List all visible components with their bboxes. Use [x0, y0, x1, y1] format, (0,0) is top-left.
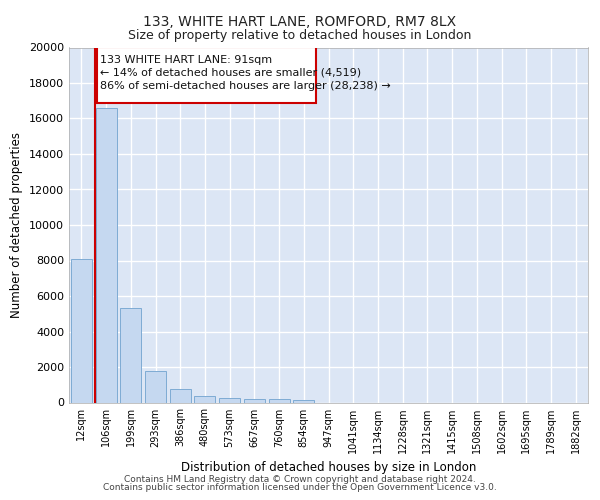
Bar: [170, 389, 191, 402]
Bar: [244, 399, 265, 402]
Bar: [269, 400, 290, 402]
Bar: [145, 370, 166, 402]
X-axis label: Distribution of detached houses by size in London: Distribution of detached houses by size …: [181, 461, 476, 474]
Text: Size of property relative to detached houses in London: Size of property relative to detached ho…: [128, 29, 472, 42]
Bar: [71, 258, 92, 402]
Bar: [219, 398, 240, 402]
Bar: [120, 308, 141, 402]
Text: 86% of semi-detached houses are larger (28,238) →: 86% of semi-detached houses are larger (…: [100, 81, 391, 91]
Bar: [95, 108, 116, 403]
Bar: [293, 400, 314, 402]
Text: Contains HM Land Registry data © Crown copyright and database right 2024.: Contains HM Land Registry data © Crown c…: [124, 474, 476, 484]
Text: 133, WHITE HART LANE, ROMFORD, RM7 8LX: 133, WHITE HART LANE, ROMFORD, RM7 8LX: [143, 15, 457, 29]
Text: Contains public sector information licensed under the Open Government Licence v3: Contains public sector information licen…: [103, 484, 497, 492]
Bar: [194, 396, 215, 402]
Y-axis label: Number of detached properties: Number of detached properties: [10, 132, 23, 318]
Text: ← 14% of detached houses are smaller (4,519): ← 14% of detached houses are smaller (4,…: [100, 67, 362, 77]
Text: 133 WHITE HART LANE: 91sqm: 133 WHITE HART LANE: 91sqm: [100, 54, 272, 64]
FancyBboxPatch shape: [97, 48, 316, 102]
